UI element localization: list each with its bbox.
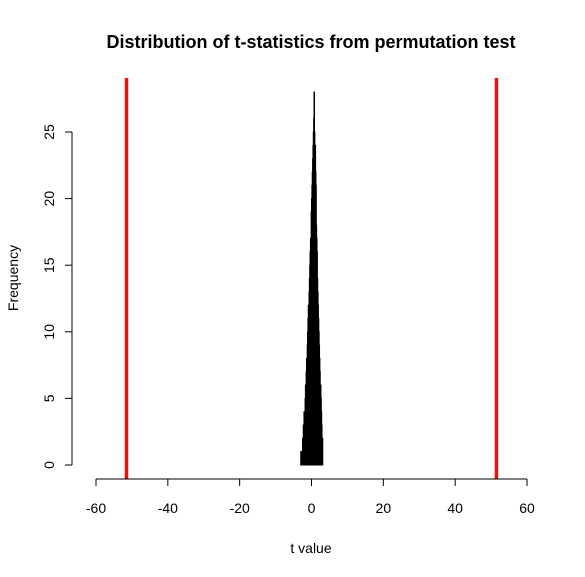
- chart-title: Distribution of t-statistics from permut…: [106, 32, 515, 52]
- histogram-bar: [321, 437, 324, 466]
- x-tick-label: 40: [447, 500, 463, 516]
- reference-lines: [124, 78, 499, 479]
- x-axis-label: t value: [290, 540, 331, 556]
- x-tick-label: -20: [230, 500, 250, 516]
- x-tick-label: -40: [158, 500, 178, 516]
- x-tick-label: 0: [308, 500, 316, 516]
- x-tick-label: 20: [376, 500, 392, 516]
- y-tick-label: 0: [41, 461, 57, 469]
- y-axis: 0 5 10 15 20 25: [41, 124, 73, 469]
- x-tick-label: -60: [86, 500, 106, 516]
- y-tick-label: 25: [41, 124, 57, 140]
- x-tick-label: 60: [519, 500, 535, 516]
- x-axis: -60 -40 -20 0 20 40 60: [86, 478, 535, 516]
- y-axis-label: Frequency: [5, 245, 21, 311]
- y-tick-label: 10: [41, 324, 57, 340]
- y-tick-label: 20: [41, 191, 57, 207]
- histogram-bars: [300, 91, 324, 466]
- y-tick-label: 5: [41, 394, 57, 402]
- y-tick-label: 15: [41, 257, 57, 273]
